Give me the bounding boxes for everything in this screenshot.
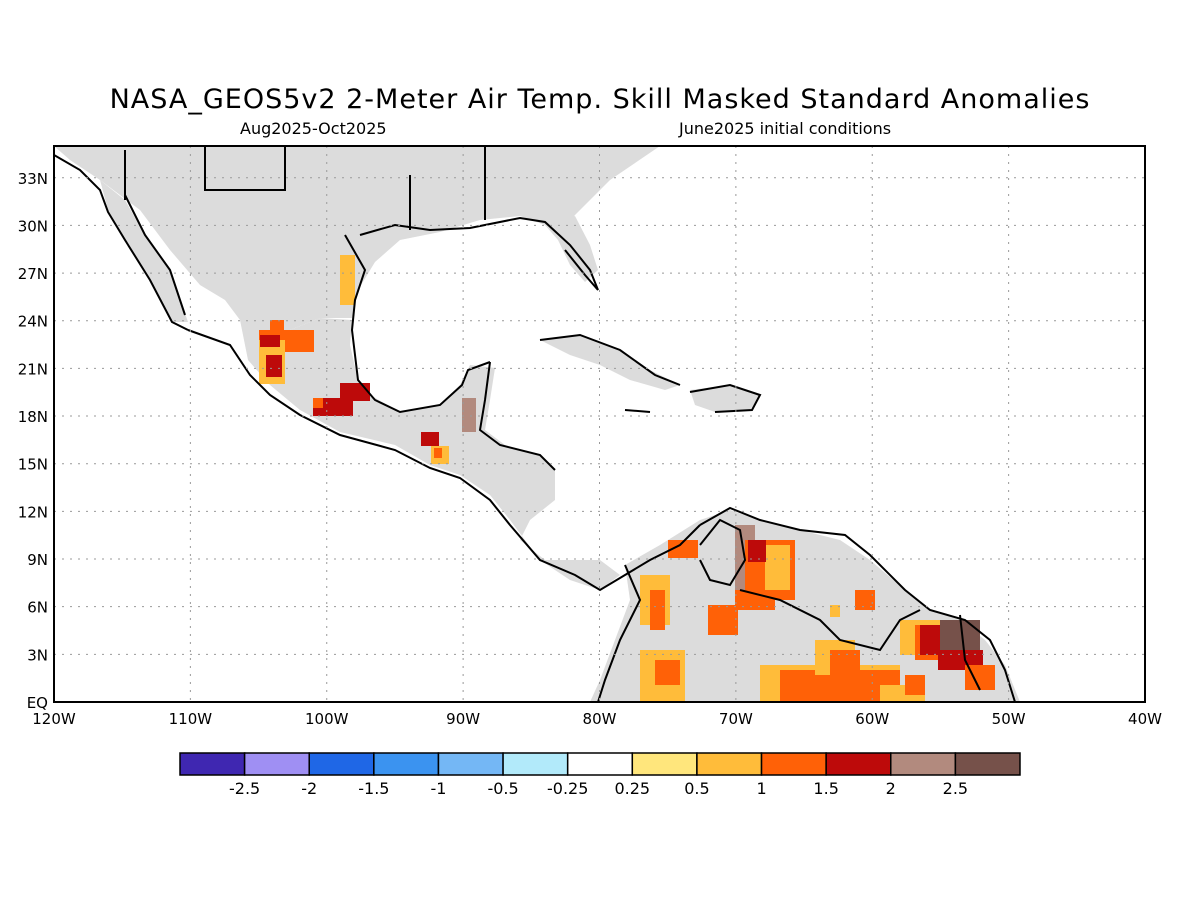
lat-label: 12N: [18, 503, 48, 521]
colorbar-swatch: [437, 752, 504, 776]
grid-lines: [54, 146, 1145, 702]
colorbar-label: -2: [301, 779, 317, 798]
lat-label: 21N: [18, 360, 48, 378]
lon-axis: 120W 110W 100W 90W 80W 70W 60W 50W 40W: [32, 710, 1162, 728]
lat-label: 30N: [18, 217, 48, 235]
lon-label: 50W: [992, 710, 1026, 728]
initial-conditions: June2025 initial conditions: [679, 119, 892, 138]
colorbar-swatch: [825, 752, 892, 776]
colorbar-swatch: [308, 752, 375, 776]
lat-label: EQ: [27, 694, 48, 712]
coastlines: [54, 146, 1016, 702]
lat-label: 33N: [18, 170, 48, 188]
lat-label: 9N: [27, 551, 48, 569]
colorbar-label: 2.5: [943, 779, 968, 798]
lon-label: 40W: [1128, 710, 1162, 728]
colorbar-swatch: [502, 752, 569, 776]
colorbar-label: 0.25: [614, 779, 650, 798]
lon-label: 70W: [719, 710, 753, 728]
colorbar-swatch: [760, 752, 827, 776]
lon-label: 100W: [305, 710, 349, 728]
lon-label: 60W: [855, 710, 889, 728]
map-content: [54, 146, 1020, 702]
colorbar-swatch: [179, 752, 246, 776]
colorbar-swatch: [890, 752, 957, 776]
lat-label: 15N: [18, 456, 48, 474]
lat-label: 27N: [18, 265, 48, 283]
colorbar-label: -0.5: [487, 779, 518, 798]
lon-label: 80W: [583, 710, 617, 728]
lat-label: 3N: [27, 646, 48, 664]
lat-label: 6N: [27, 599, 48, 617]
colorbar-swatch: [373, 752, 440, 776]
colorbar-swatch: [696, 752, 763, 776]
colorbar-swatch: [243, 752, 310, 776]
colorbar-swatch: [566, 752, 634, 776]
colorbar-swatch: [631, 752, 698, 776]
colorbar-label: -0.25: [547, 779, 588, 798]
colorbar-label: -1.5: [358, 779, 389, 798]
colorbar-label: -1: [430, 779, 446, 798]
lon-label: 110W: [169, 710, 213, 728]
anomaly-patches: [259, 255, 995, 702]
lon-label: 120W: [32, 710, 76, 728]
forecast-period: Aug2025-Oct2025: [240, 119, 387, 138]
lat-axis: 33N 30N 27N 24N 21N 18N 15N 12N 9N 6N 3N EQ: [18, 170, 48, 712]
lat-label: 18N: [18, 408, 48, 426]
colorbar-label: 1.5: [813, 779, 838, 798]
colorbar-label: 2: [886, 779, 896, 798]
map-frame: [53, 145, 1146, 703]
masked-land: [54, 146, 1020, 702]
colorbar-label: 1: [756, 779, 766, 798]
colorbar-swatch: [954, 752, 1021, 776]
lat-label: 24N: [18, 313, 48, 331]
colorbar-label: 0.5: [684, 779, 709, 798]
colorbar-label: -2.5: [229, 779, 260, 798]
map-title: NASA_GEOS5v2 2-Meter Air Temp. Skill Mas…: [109, 84, 1091, 115]
colorbar: -2.5 -2 -1.5 -1 -0.5 -0.25 0.25 0.5 1 1.5 2 2.5: [179, 752, 1021, 798]
lon-label: 90W: [446, 710, 480, 728]
